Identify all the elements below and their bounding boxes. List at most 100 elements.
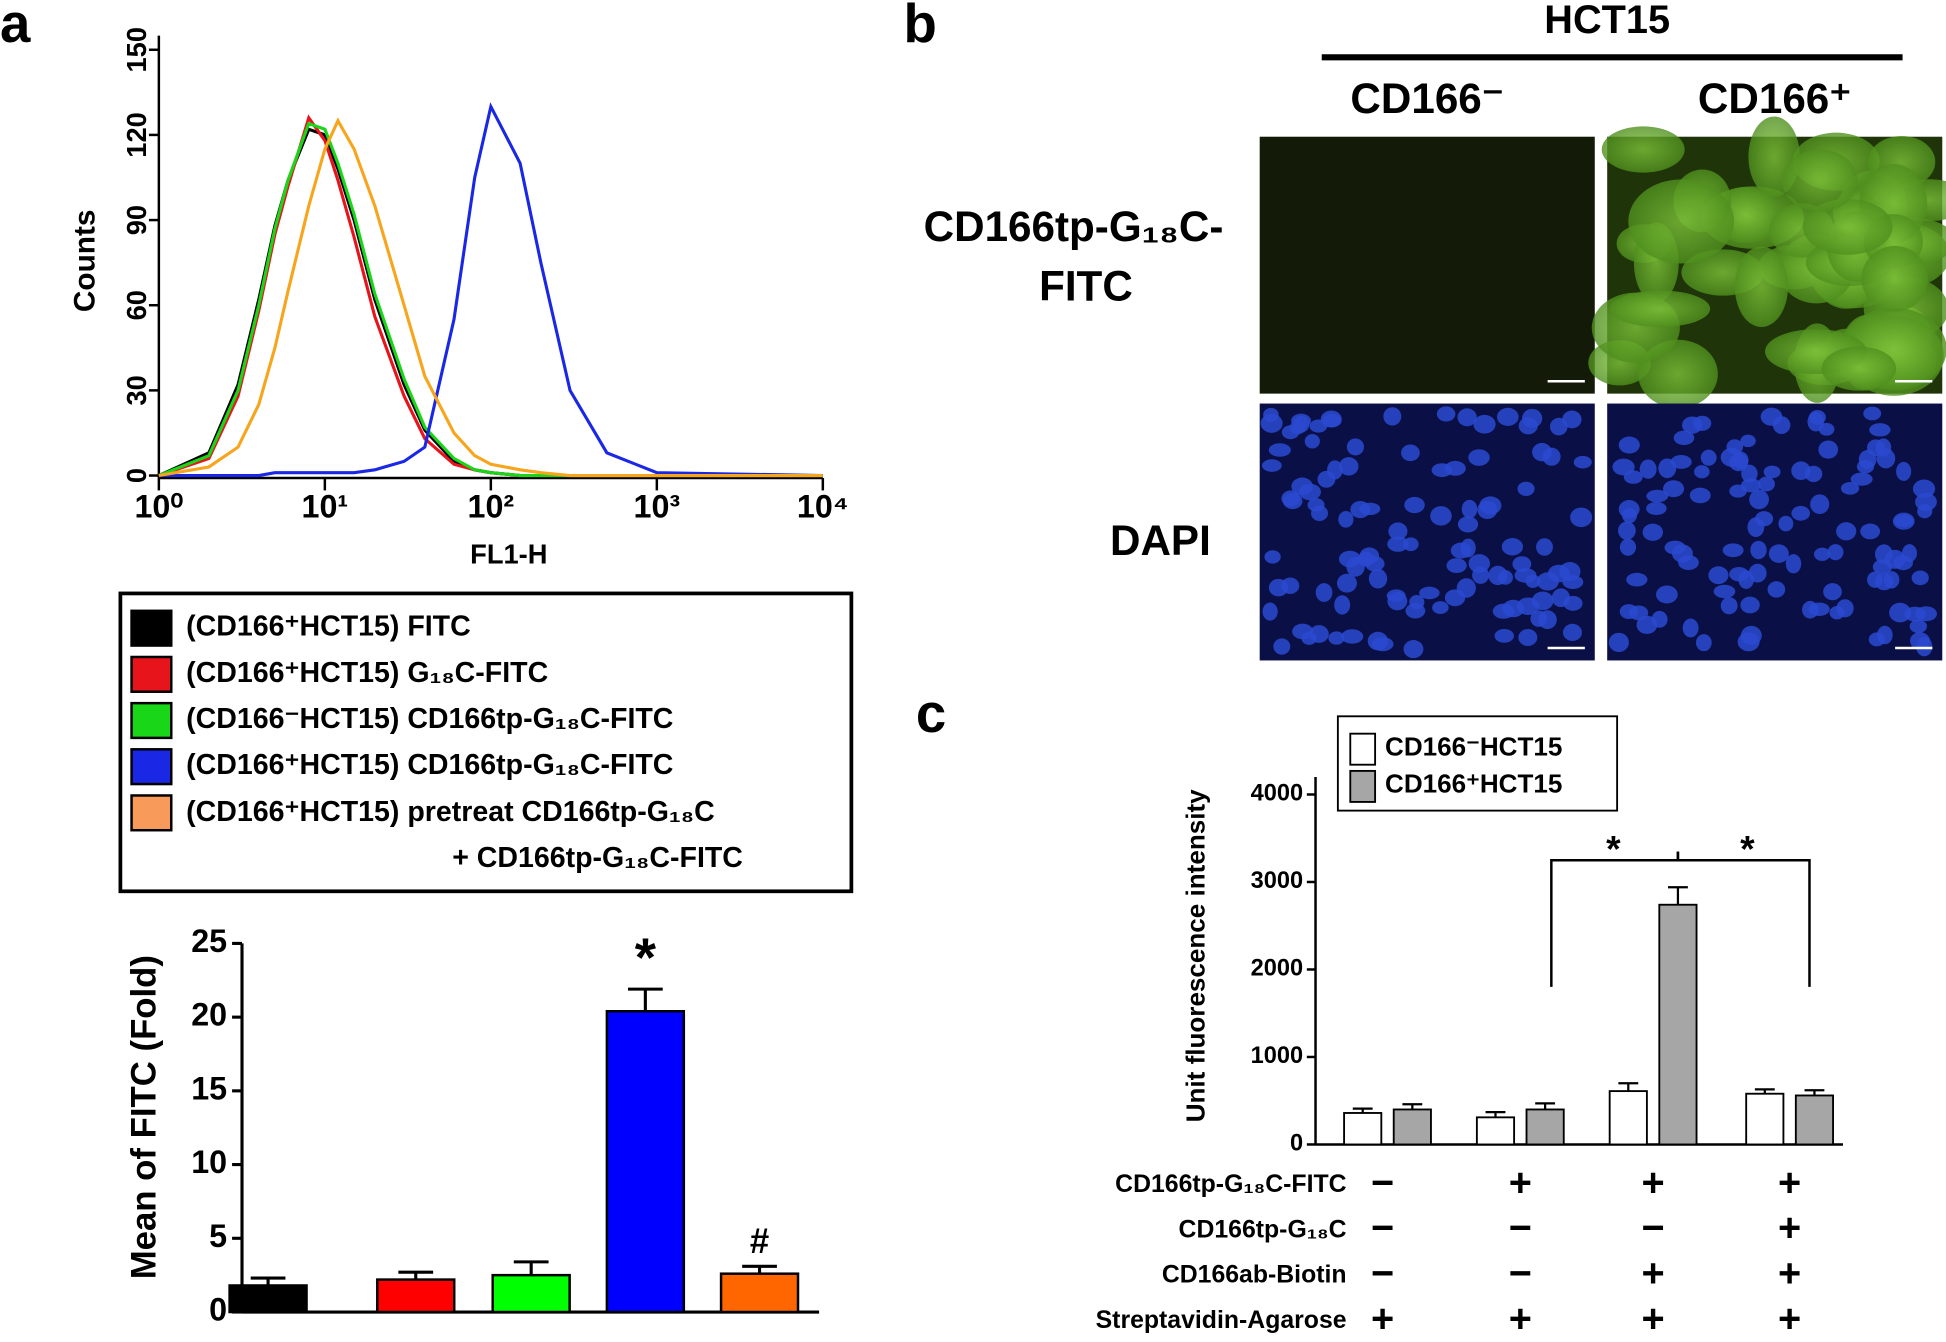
nucleus xyxy=(1338,457,1359,476)
nucleus xyxy=(1662,480,1685,498)
nucleus xyxy=(1713,584,1736,599)
nucleus xyxy=(1875,438,1892,457)
column-label: CD166⁺ xyxy=(1698,75,1852,122)
cell-fluorescence xyxy=(1610,290,1711,328)
nucleus xyxy=(1262,602,1278,621)
nucleus xyxy=(1512,556,1532,572)
nucleus xyxy=(1457,408,1477,427)
nucleus xyxy=(1689,487,1711,504)
nucleus xyxy=(1446,558,1467,574)
y-tick-label: 60 xyxy=(121,290,152,320)
y-axis-label: Unit fluorescence intensity xyxy=(1181,789,1211,1122)
nucleus xyxy=(1869,423,1891,437)
nucleus xyxy=(1281,490,1301,507)
nucleus xyxy=(1516,597,1540,615)
nucleus xyxy=(1436,406,1456,422)
nucleus xyxy=(1708,566,1729,585)
nucleus xyxy=(1813,547,1831,561)
nucleus xyxy=(1836,599,1854,618)
legend-label: (CD166⁻HCT15) CD166tp-G₁₈C-FITC xyxy=(186,703,673,735)
nucleus xyxy=(1682,618,1699,638)
x-tick-label: 10² xyxy=(468,489,515,525)
y-tick-label: 25 xyxy=(191,923,227,959)
nucleus xyxy=(1563,595,1583,611)
nucleus xyxy=(1749,489,1769,510)
nucleus xyxy=(1260,413,1283,433)
condition-cell: − xyxy=(1509,1252,1532,1296)
nucleus xyxy=(1636,615,1658,634)
nucleus xyxy=(1608,632,1629,653)
legend-label: (CD166⁺HCT15) FITC xyxy=(186,611,471,643)
nucleus xyxy=(1836,522,1857,541)
nucleus xyxy=(1367,631,1389,651)
legend-label: (CD166⁺HCT15) CD166tp-G₁₈C-FITC xyxy=(186,749,673,781)
nucleus xyxy=(1722,543,1744,558)
bar xyxy=(719,1272,800,1314)
nucleus xyxy=(1549,417,1568,436)
nucleus xyxy=(1618,500,1640,519)
nucleus xyxy=(1642,523,1663,541)
legend-label: (CD166⁺HCT15) pretreat CD166tp-G₁₈C + CD… xyxy=(186,795,743,873)
nucleus xyxy=(1386,589,1406,602)
nucleus xyxy=(1273,638,1291,655)
nucleus xyxy=(1850,472,1873,486)
legend-label: CD166⁻HCT15 xyxy=(1385,731,1562,761)
nucleus xyxy=(1740,596,1760,614)
nucleus xyxy=(1617,521,1636,540)
nucleus xyxy=(1915,606,1938,622)
nucleus xyxy=(1357,551,1375,567)
histogram-line xyxy=(158,121,823,478)
y-tick-label: 150 xyxy=(121,27,152,73)
nucleus xyxy=(1655,585,1678,604)
nucleus xyxy=(1809,409,1826,425)
bar xyxy=(1608,1090,1648,1146)
nucleus xyxy=(1457,516,1479,533)
nucleus xyxy=(1785,554,1802,574)
nucleus xyxy=(1405,603,1426,619)
nucleus xyxy=(1768,544,1789,563)
nucleus xyxy=(1304,433,1320,449)
cell-fluorescence xyxy=(1802,199,1893,255)
nucleus xyxy=(1315,583,1333,602)
nucleus xyxy=(1346,438,1365,456)
nucleus xyxy=(1863,406,1882,421)
bar xyxy=(605,1009,686,1314)
nucleus xyxy=(1896,461,1912,481)
bar xyxy=(1794,1094,1834,1146)
nucleus xyxy=(1387,536,1409,552)
nucleus xyxy=(1309,625,1329,643)
nucleus xyxy=(1338,511,1354,528)
condition-cell: − xyxy=(1642,1206,1665,1250)
nucleus xyxy=(1626,572,1648,587)
histogram-line xyxy=(158,117,823,478)
nucleus xyxy=(1518,417,1538,435)
nucleus xyxy=(1619,538,1637,556)
bar xyxy=(376,1278,456,1314)
nucleus xyxy=(1840,482,1860,495)
y-tick-label: 120 xyxy=(121,112,152,158)
column-label: CD166⁻ xyxy=(1350,75,1504,122)
nucleus xyxy=(1517,481,1535,496)
nucleus xyxy=(1872,559,1893,575)
nucleus xyxy=(1404,496,1425,514)
nucleus xyxy=(1757,476,1775,492)
nucleus xyxy=(1678,555,1699,571)
panel-label: c xyxy=(916,683,946,744)
y-tick-label: 5 xyxy=(209,1218,227,1254)
micrograph xyxy=(1259,136,1595,394)
nucleus xyxy=(1401,444,1420,462)
nucleus xyxy=(1618,436,1640,454)
nucleus xyxy=(1700,449,1717,466)
cell-fluorescence xyxy=(1628,179,1735,264)
nucleus xyxy=(1738,570,1754,589)
y-tick-label: 2000 xyxy=(1251,955,1303,981)
condition-cell: + xyxy=(1509,1297,1532,1341)
y-tick-label: 20 xyxy=(191,997,227,1033)
nucleus xyxy=(1892,512,1915,530)
panel-label: b xyxy=(904,0,937,54)
nucleus xyxy=(1694,465,1710,479)
legend-swatch xyxy=(130,794,173,832)
nucleus xyxy=(1368,568,1388,589)
nucleus xyxy=(1750,540,1767,560)
